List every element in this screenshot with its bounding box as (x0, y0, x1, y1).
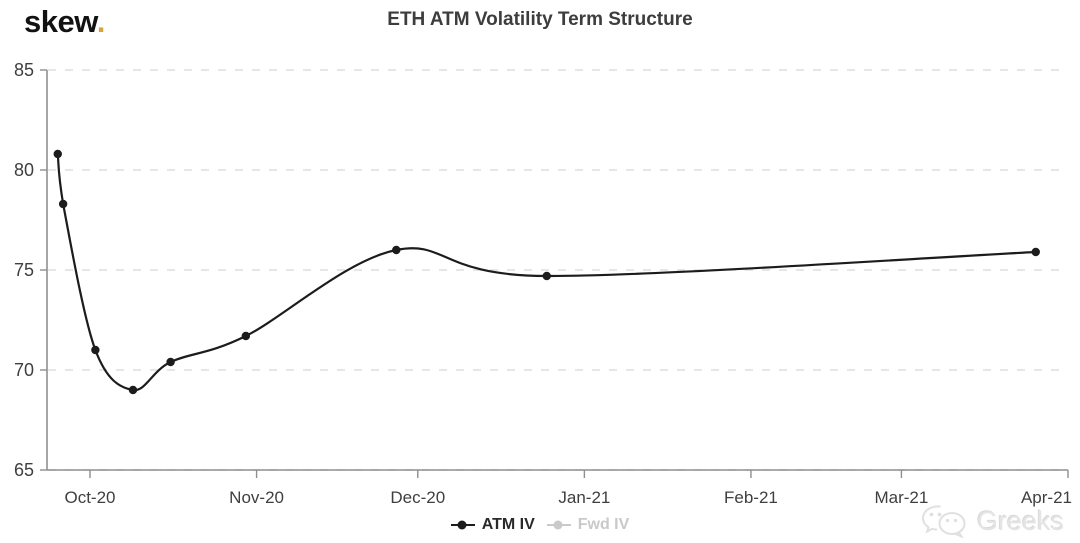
svg-text:65: 65 (14, 460, 34, 480)
wechat-icon (921, 505, 966, 539)
svg-text:85: 85 (14, 60, 34, 80)
svg-text:Feb-21: Feb-21 (724, 488, 778, 507)
chart-title: ETH ATM Volatility Term Structure (387, 9, 693, 30)
legend-item-atm-iv[interactable]: ATM IV (450, 516, 535, 534)
svg-text:80: 80 (14, 160, 34, 180)
atm-iv-line-marker-icon (450, 520, 475, 530)
greeks-watermark: Greeks (919, 503, 1064, 539)
svg-text:Jan-21: Jan-21 (558, 488, 610, 507)
chart-legend: ATM IV Fwd IV (0, 511, 1080, 539)
skew-logo-text: skew (24, 4, 97, 39)
svg-text:Mar-21: Mar-21 (874, 488, 928, 507)
skew-logo: skew. (24, 2, 105, 42)
watermark-text: Greeks (976, 505, 1064, 536)
legend-label-fwd-iv: Fwd IV (577, 516, 630, 533)
fwd-iv-line-marker-icon (546, 520, 571, 530)
svg-text:Oct-20: Oct-20 (64, 488, 115, 507)
skew-logo-dot: . (96, 4, 106, 39)
legend-item-fwd-iv[interactable]: Fwd IV (546, 516, 630, 534)
svg-text:Apr-21: Apr-21 (1021, 488, 1072, 507)
svg-text:Dec-20: Dec-20 (390, 488, 445, 507)
svg-text:75: 75 (14, 260, 34, 280)
svg-text:Nov-20: Nov-20 (229, 488, 284, 507)
legend-label-atm-iv: ATM IV (481, 516, 535, 533)
svg-text:70: 70 (14, 360, 34, 380)
